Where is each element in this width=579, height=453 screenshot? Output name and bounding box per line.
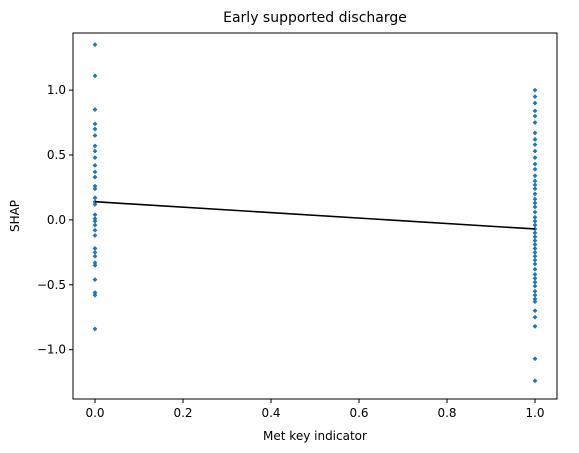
scatter-point (92, 162, 98, 168)
scatter-point (532, 242, 538, 247)
scatter-point (92, 218, 98, 224)
scatter-point (532, 249, 538, 255)
scatter-point (92, 73, 98, 79)
y-axis-label: SHAP (8, 200, 22, 232)
x-tick-label: 0.6 (349, 406, 368, 420)
scatter-point (92, 133, 98, 138)
scatter-point (92, 107, 98, 112)
scatter-point (532, 314, 538, 320)
x-tick-label: 1.0 (525, 406, 544, 420)
scatter-point (532, 113, 538, 119)
scatter-point (92, 186, 98, 192)
scatter-point (92, 155, 98, 160)
scatter-point (532, 166, 538, 172)
scatter-point (532, 100, 538, 106)
scatter-point (532, 120, 538, 125)
scatter-point (532, 200, 538, 206)
scatter-point (92, 222, 98, 228)
scatter-point (92, 260, 98, 266)
scatter-point (532, 275, 538, 281)
scatter-point (532, 182, 538, 188)
scatter-point (532, 230, 538, 236)
scatter-point (92, 183, 98, 189)
scatter-point (92, 169, 98, 175)
scatter-point (92, 292, 98, 298)
scatter-point (92, 195, 98, 201)
scatter-point (532, 173, 538, 179)
y-tick-label: 1.0 (47, 83, 66, 97)
scatter-point (92, 326, 98, 332)
scatter-point (92, 227, 98, 233)
plot-frame (72, 32, 558, 400)
scatter-point (92, 212, 98, 218)
scatter-point (92, 246, 98, 251)
scatter-point (532, 209, 538, 215)
y-tick-label: −0.5 (37, 278, 66, 292)
scatter-point (92, 201, 98, 207)
scatter-point (532, 137, 538, 142)
scatter-point (92, 216, 98, 221)
scatter-point (532, 356, 538, 362)
scatter-point (532, 161, 538, 167)
scatter-point (532, 283, 538, 289)
scatter-point (92, 174, 98, 180)
scatter-point (92, 126, 98, 132)
x-tick-label: 0.0 (85, 406, 104, 420)
scatter-point (532, 222, 538, 228)
scatter-point (532, 253, 538, 259)
scatter-point (532, 94, 538, 99)
scatter-point (532, 142, 538, 148)
scatter-point (532, 308, 538, 314)
scatter-point (532, 234, 538, 240)
scatter-point (532, 257, 538, 263)
x-axis-label: Met key indicator (263, 429, 367, 443)
x-tick-label: 0.2 (173, 406, 192, 420)
scatter-point (532, 87, 538, 93)
scatter-point (92, 233, 98, 238)
scatter-point (92, 148, 98, 154)
y-tick-label: 0.5 (47, 148, 66, 162)
x-tick-label: 0.8 (437, 406, 456, 420)
scatter-point (532, 279, 538, 285)
scatter-point (532, 378, 538, 384)
scatter-point (532, 323, 538, 329)
scatter-point (532, 292, 538, 298)
axis-ticks: 0.0 0.2 0.4 0.6 0.8 1.0 −1.0 −0.5 0.0 0.5 1.0 (37, 83, 545, 420)
scatter-point (92, 249, 98, 255)
scatter-point (532, 178, 538, 184)
scatter-point (532, 288, 538, 294)
scatter-point (532, 214, 538, 220)
scatter-point (92, 121, 98, 127)
scatter-point (92, 290, 98, 295)
scatter-point (532, 261, 538, 267)
scatter-point (92, 143, 98, 149)
scatter-point (532, 266, 538, 272)
scatter-point (532, 272, 538, 277)
y-tick-label: −1.0 (37, 343, 66, 357)
scatter-point (532, 130, 538, 136)
plot-area (92, 42, 538, 384)
scatter-point (532, 299, 538, 305)
scatter-point (92, 262, 98, 268)
scatter-point (532, 246, 538, 251)
scatter-point (532, 238, 538, 244)
scatter-point (532, 218, 538, 224)
scatter-point (532, 196, 538, 202)
scatter-point (532, 204, 538, 210)
scatter-point (532, 186, 538, 192)
scatter-point (532, 191, 538, 197)
scatter-point (92, 253, 98, 259)
x-tick-label: 0.4 (261, 406, 280, 420)
chart-title: Early supported discharge (223, 10, 407, 26)
scatter-point (532, 155, 538, 160)
scatter-point (92, 277, 98, 282)
scatter-point (532, 296, 538, 302)
y-tick-label: 0.0 (47, 213, 66, 227)
trend-line (94, 200, 536, 230)
scatter-point (532, 108, 538, 114)
scatter-point (532, 148, 538, 154)
scatter-point (92, 42, 98, 48)
